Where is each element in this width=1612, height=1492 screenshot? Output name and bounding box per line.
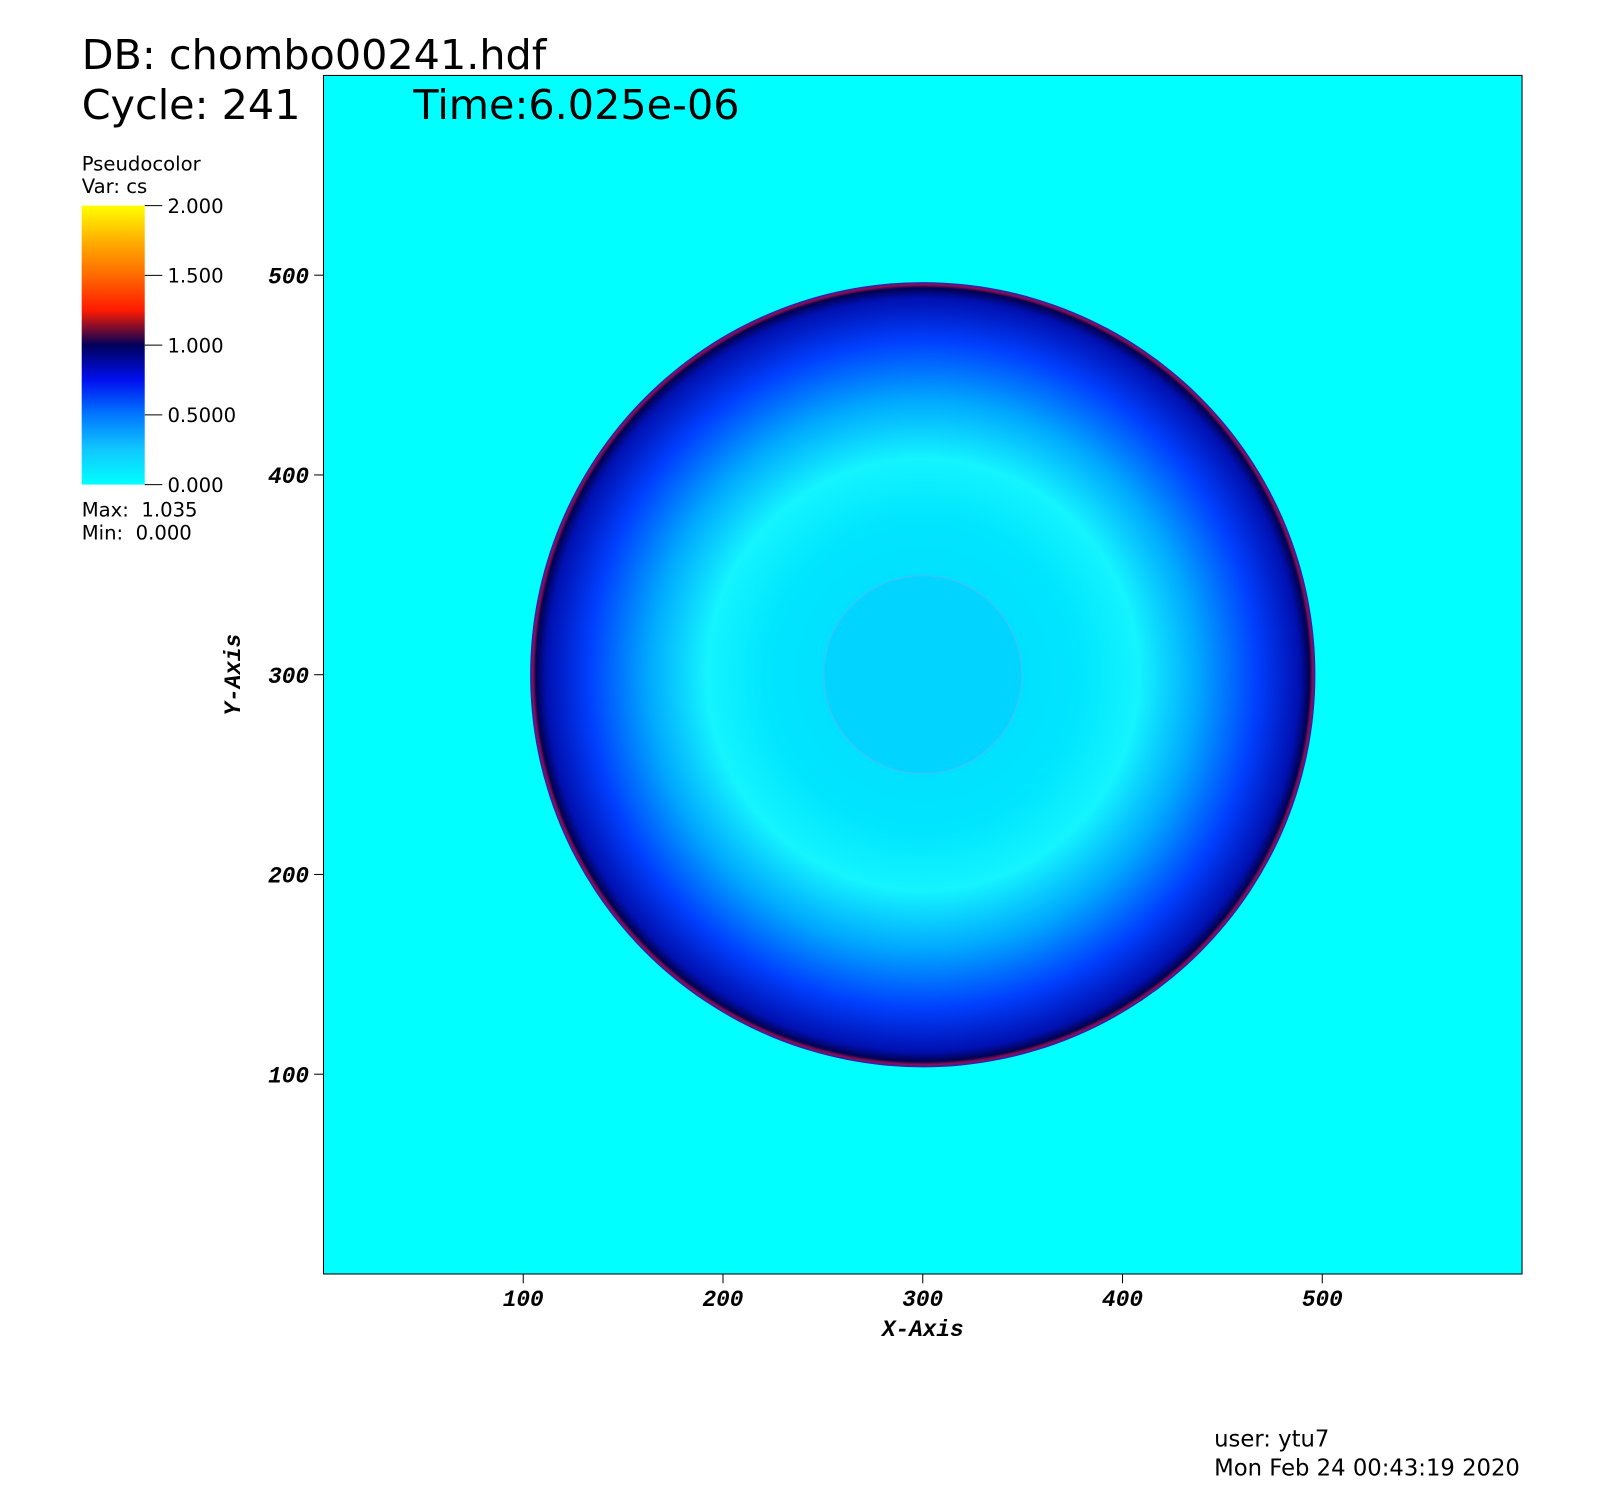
x-tick-label: 200 (703, 1287, 744, 1313)
x-axis-label: X-Axis (880, 1317, 964, 1343)
y-axis-label: Y-Axis (221, 634, 247, 716)
colorbar-tick-label: 1.500 (167, 265, 223, 288)
y-tick-label: 300 (268, 664, 309, 690)
y-tick-label: 500 (268, 264, 309, 290)
y-tick-label: 400 (268, 464, 309, 490)
x-tick-label: 300 (902, 1287, 943, 1313)
inner-core (822, 574, 1023, 775)
min-text: Min: 0.000 (82, 521, 192, 544)
date: Mon Feb 24 00:43:19 2020 (1214, 1455, 1520, 1481)
y-tick-label: 200 (268, 864, 309, 890)
cycle: Cycle: 241 (82, 81, 301, 129)
variable: Var: cs (82, 175, 148, 198)
user: user: ytu7 (1214, 1427, 1329, 1453)
x-tick-label: 500 (1302, 1287, 1343, 1313)
plot-area (322, 74, 1523, 1275)
plot-name: Pseudocolor (82, 152, 202, 175)
y-tick-label: 100 (268, 1063, 309, 1089)
time: Time:6.025e-06 (412, 81, 739, 129)
x-tick-label: 100 (503, 1287, 544, 1313)
colorbar-tick-label: 2.000 (167, 195, 223, 218)
x-tick-label: 400 (1102, 1287, 1143, 1313)
colorbar-tick-label: 0.000 (167, 474, 223, 497)
max-text: Max: 1.035 (82, 499, 198, 522)
colorbar-tick-label: 1.000 (167, 334, 223, 357)
colorbar (81, 205, 145, 485)
colorbar-tick-label: 0.5000 (167, 404, 236, 427)
title: DB: chombo00241.hdf (82, 31, 548, 79)
